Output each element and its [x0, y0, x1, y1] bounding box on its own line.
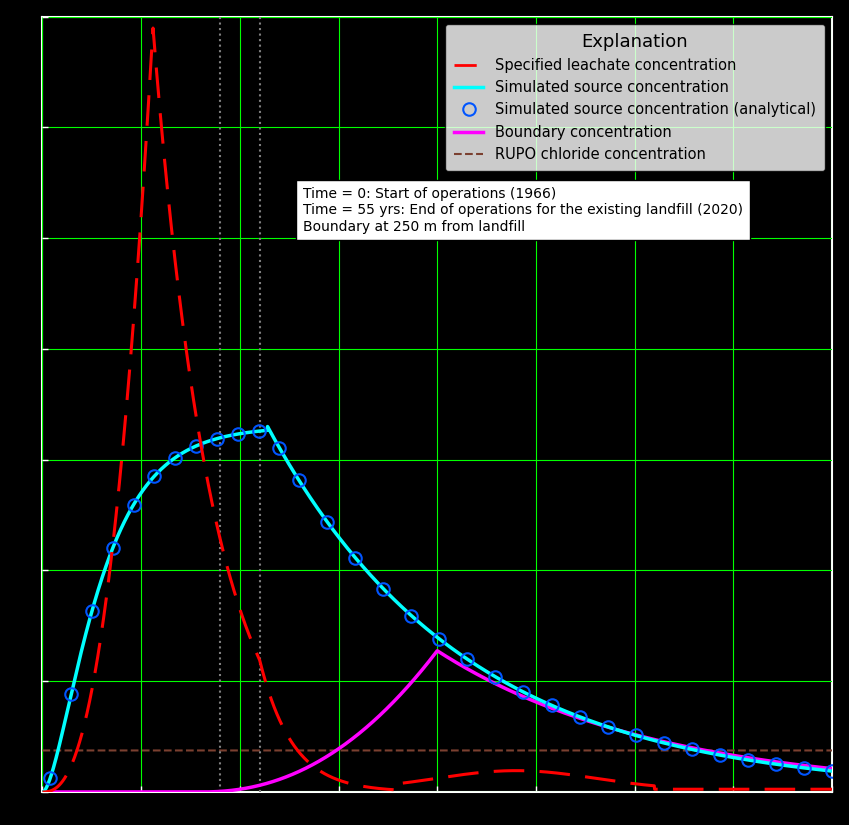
Legend: Specified leachate concentration, Simulated source concentration, Simulated sour: Specified leachate concentration, Simula… [446, 24, 824, 171]
Text: Time = 0: Start of operations (1966)
Time = 55 yrs: End of operations for the ex: Time = 0: Start of operations (1966) Tim… [303, 187, 743, 233]
